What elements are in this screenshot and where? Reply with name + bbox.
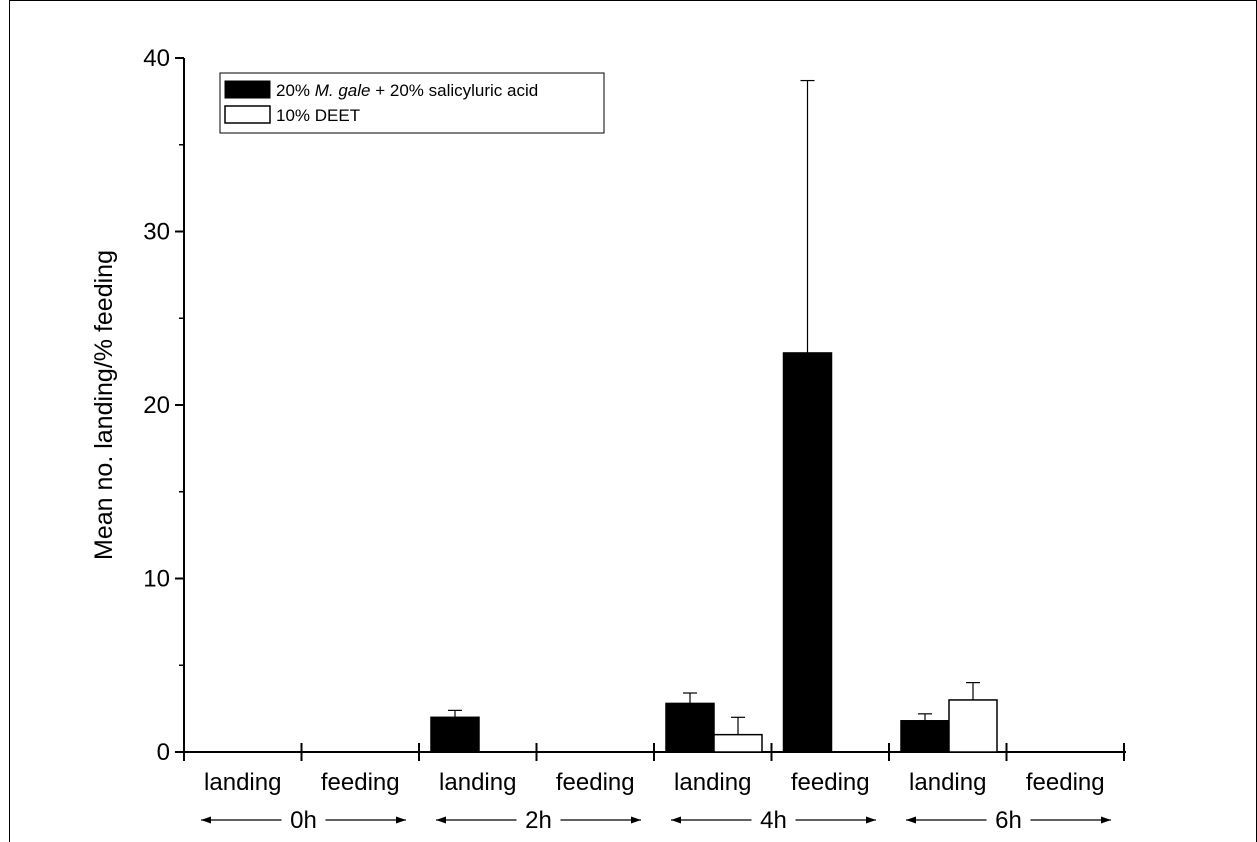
bar-series-1 — [430, 716, 480, 753]
arrowhead-right — [631, 816, 641, 824]
y-axis-label: Mean no. landing/% feeding — [90, 250, 118, 560]
bar-series-2 — [713, 733, 763, 753]
bars — [430, 352, 998, 753]
arrowhead-left — [671, 816, 681, 824]
error-bars — [448, 79, 980, 735]
group-label: 0h — [290, 807, 317, 834]
y-tick-label: 0 — [157, 739, 170, 766]
group-label: 4h — [760, 807, 787, 834]
legend-label-series-1: 20% M. gale + 20% salicyluric acid — [276, 81, 538, 100]
category-label: landing — [909, 769, 986, 796]
legend-swatch-series-2 — [224, 105, 271, 124]
category-labels: landing feeding landing feeding landing feedi… — [204, 769, 1105, 796]
y-tick-label: 30 — [143, 219, 170, 246]
group-label: 2h — [525, 807, 552, 834]
bar-series-2 — [948, 699, 998, 753]
category-label: feeding — [1026, 769, 1105, 796]
legend: 20% M. gale + 20% salicyluric acid 10% D… — [219, 72, 605, 134]
y-tick-label: 20 — [143, 392, 170, 419]
arrowhead-right — [866, 816, 876, 824]
bar-series-1 — [782, 352, 833, 753]
arrowhead-left — [201, 816, 211, 824]
arrowhead-right — [396, 816, 406, 824]
arrowhead-left — [436, 816, 446, 824]
category-label: feeding — [321, 769, 400, 796]
legend-label-series-2: 10% DEET — [276, 106, 360, 125]
arrowhead-left — [906, 816, 916, 824]
y-tick-label: 10 — [143, 566, 170, 593]
group-labels: 0h 2h 4h 6h — [201, 807, 1111, 834]
x-ticks — [183, 743, 1125, 761]
bar-series-1 — [665, 702, 715, 753]
category-label: landing — [439, 769, 516, 796]
category-label: landing — [204, 769, 281, 796]
legend-swatch-series-1 — [224, 80, 271, 99]
group-label: 6h — [995, 807, 1022, 834]
bar-series-1 — [900, 720, 950, 753]
category-label: feeding — [791, 769, 870, 796]
figure-frame — [9, 0, 1257, 842]
category-label: landing — [674, 769, 751, 796]
y-ticks: 0 10 20 30 40 — [143, 45, 184, 766]
legend-box — [219, 72, 605, 134]
arrowhead-right — [1101, 816, 1111, 824]
category-label: feeding — [556, 769, 635, 796]
y-tick-label: 40 — [143, 45, 170, 72]
